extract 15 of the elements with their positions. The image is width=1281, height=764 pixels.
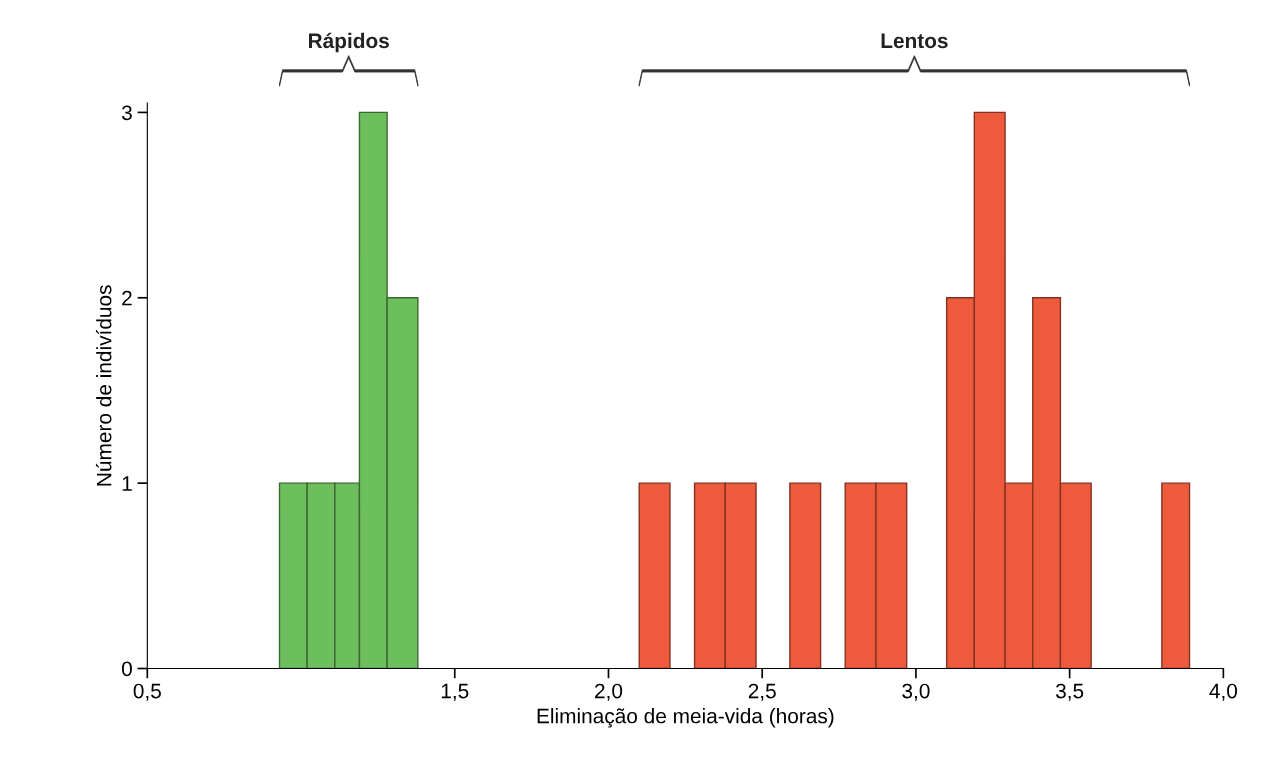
y-tick-label: 0 [121,661,132,677]
text: Lentos [881,33,948,49]
y-tick-label: 1 [122,476,132,491]
y-tick-label: 2 [122,290,132,306]
x-tick-label: 1,5 [441,683,469,701]
x-tick-label: 4,0 [1209,683,1238,701]
y-tick-label: 3 [121,105,132,121]
x-axis-title: Eliminação de meia-vida (horas) [537,708,834,728]
x-tick-label: 3,5 [1055,683,1084,701]
text: Rápidos [308,32,389,53]
x-tick-label: 0,5 [133,683,161,701]
y-axis-title: Número de indivíduos [95,285,112,486]
x-tick-label: 2,0 [595,683,623,701]
x-tick-label: 3,0 [902,683,930,701]
x-tick-label: 2,5 [748,683,776,701]
